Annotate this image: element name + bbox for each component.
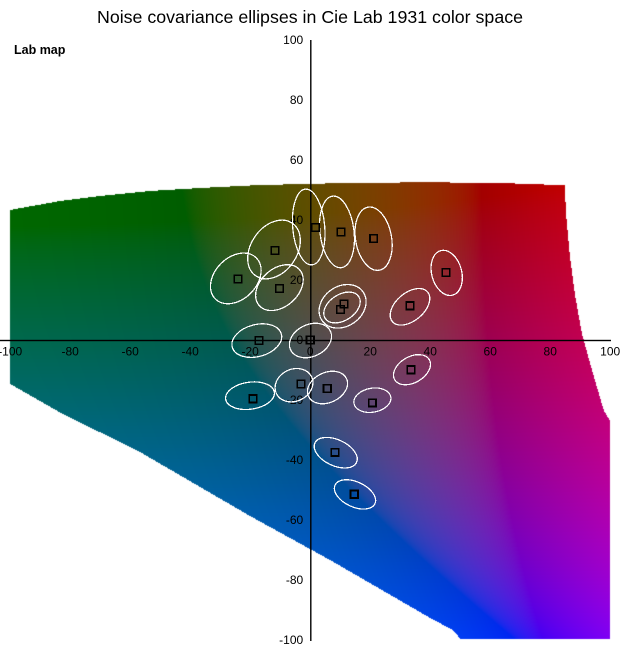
svg-text:-40: -40 (182, 345, 200, 359)
svg-text:60: 60 (290, 153, 304, 167)
svg-text:0: 0 (297, 333, 304, 347)
svg-text:40: 40 (424, 345, 438, 359)
svg-text:-80: -80 (62, 345, 80, 359)
svg-text:-60: -60 (122, 345, 140, 359)
svg-text:-100: -100 (0, 345, 23, 359)
svg-text:-20: -20 (242, 345, 260, 359)
svg-text:-40: -40 (286, 453, 304, 467)
svg-text:80: 80 (544, 345, 558, 359)
svg-text:100: 100 (283, 33, 303, 47)
svg-text:0: 0 (307, 345, 314, 359)
svg-text:-80: -80 (286, 573, 304, 587)
svg-text:-60: -60 (286, 513, 304, 527)
svg-text:20: 20 (364, 345, 378, 359)
svg-text:-20: -20 (286, 393, 304, 407)
svg-text:80: 80 (290, 93, 304, 107)
svg-text:60: 60 (484, 345, 498, 359)
svg-text:-100: -100 (279, 633, 303, 647)
svg-text:20: 20 (290, 273, 304, 287)
svg-text:100: 100 (600, 345, 620, 359)
